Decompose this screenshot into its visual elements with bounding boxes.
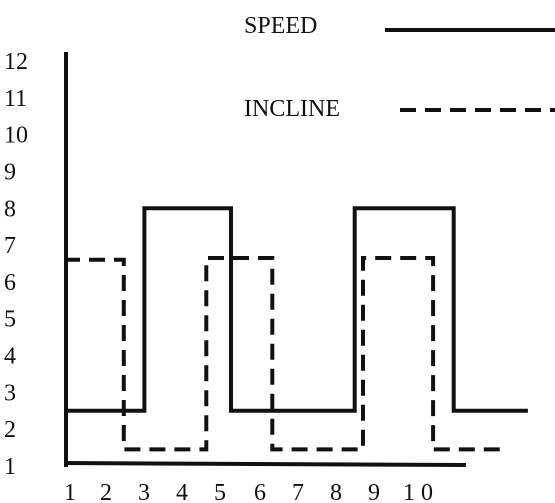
x-tick-labels: 1 2 3 4 5 6 7 8 9 1 0 (64, 480, 433, 503)
x-tick-label: 1 0 (403, 480, 433, 503)
series-speed-line (64, 206, 528, 413)
x-tick-label: 1 (64, 480, 76, 503)
y-tick-label: 4 (4, 344, 16, 370)
y-tick-label: 11 (4, 86, 27, 112)
y-tick-label: 8 (4, 196, 16, 222)
x-tick-label: 6 (254, 480, 266, 503)
x-tick-label: 3 (138, 480, 150, 503)
series-incline-line (64, 256, 502, 452)
y-tick-label: 2 (4, 417, 16, 443)
x-tick-label: 4 (176, 480, 188, 503)
y-tick-label: 3 (4, 380, 16, 406)
x-tick-label: 9 (368, 480, 380, 503)
legend: SPEED INCLINE (244, 13, 555, 122)
x-tick-label: 5 (214, 480, 226, 503)
x-tick-label: 8 (330, 480, 342, 503)
y-tick-label: 12 (4, 49, 28, 75)
x-tick-label: 7 (292, 480, 304, 503)
y-tick-label: 9 (4, 159, 16, 185)
legend-label-speed: SPEED (244, 13, 317, 39)
y-tick-label: 5 (4, 307, 16, 333)
y-tick-label: 1 (4, 454, 16, 480)
legend-label-incline: INCLINE (244, 96, 340, 122)
y-tick-label: 6 (4, 270, 16, 296)
series-layer (64, 206, 528, 452)
x-tick-label: 2 (100, 480, 112, 503)
x-axis (63, 461, 467, 467)
y-tick-label: 7 (4, 233, 16, 259)
y-tick-label: 10 (4, 123, 28, 149)
